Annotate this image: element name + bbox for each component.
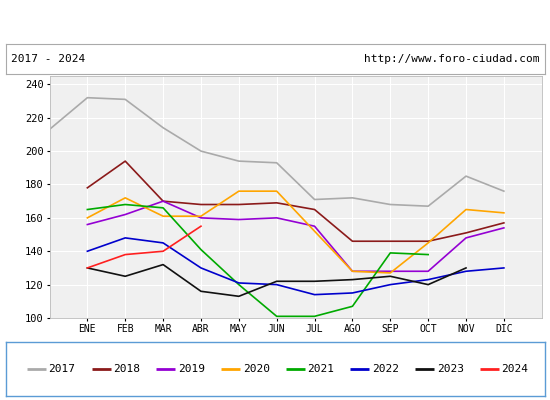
Text: 2023: 2023 xyxy=(437,364,464,374)
Text: 2024: 2024 xyxy=(502,364,529,374)
Text: 2018: 2018 xyxy=(113,364,140,374)
Text: 2019: 2019 xyxy=(178,364,205,374)
Text: 2022: 2022 xyxy=(372,364,399,374)
Text: 2017: 2017 xyxy=(48,364,75,374)
Text: http://www.foro-ciudad.com: http://www.foro-ciudad.com xyxy=(364,54,539,64)
Text: Evolucion del paro registrado en Touro: Evolucion del paro registrado en Touro xyxy=(102,14,448,28)
Text: 2021: 2021 xyxy=(307,364,334,374)
Text: 2020: 2020 xyxy=(243,364,270,374)
Text: 2017 - 2024: 2017 - 2024 xyxy=(11,54,85,64)
